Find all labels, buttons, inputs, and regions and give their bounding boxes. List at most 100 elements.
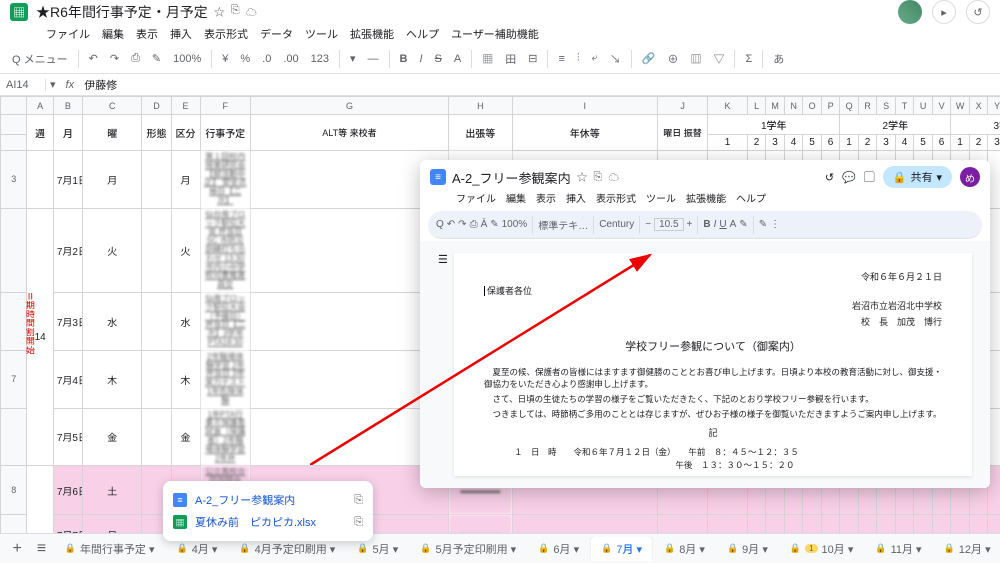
copy-icon[interactable]: ⎘ (354, 494, 363, 507)
sheet-tab[interactable]: 🔒6月 ▾ (528, 537, 589, 561)
col-header[interactable]: O (803, 97, 822, 115)
pen-icon[interactable]: ✎ (759, 219, 767, 230)
currency-icon[interactable]: ¥ (218, 51, 232, 67)
zoom-select[interactable]: 100% (169, 51, 205, 67)
print-icon[interactable]: ⎙ (470, 219, 478, 230)
col-header[interactable]: N (784, 97, 803, 115)
size-minus[interactable]: − (645, 219, 651, 230)
history-icon[interactable]: ↺ (966, 0, 990, 24)
name-box[interactable]: AI14 (0, 79, 46, 91)
col-header[interactable]: A (27, 97, 53, 115)
highlight-icon[interactable]: ✎ (739, 219, 747, 230)
col-header[interactable]: H (449, 97, 512, 115)
menu-view[interactable]: 表示 (136, 26, 158, 42)
col-header[interactable]: E (171, 97, 200, 115)
sheet-tab[interactable]: 🔒7月 ▾ (591, 537, 652, 561)
print-icon[interactable]: ⎙ (127, 50, 144, 67)
bold-icon[interactable]: B (703, 219, 710, 230)
col-header[interactable]: P (821, 97, 840, 115)
cloud-icon[interactable]: ☁ (246, 4, 257, 20)
star-icon[interactable]: ☆ (576, 169, 587, 185)
font-select[interactable]: Century (599, 219, 634, 230)
hovercard-file-1[interactable]: ≡ A-2_フリー参観案内 ⎘ (173, 489, 363, 511)
comment-icon[interactable]: 💬 (842, 171, 856, 184)
menu-extensions[interactable]: 拡張機能 (686, 190, 726, 205)
menu-data[interactable]: データ (260, 26, 293, 42)
menu-edit[interactable]: 編集 (506, 190, 526, 205)
col-header[interactable]: U (914, 97, 933, 115)
col-header[interactable]: G (250, 97, 448, 115)
col-header[interactable]: Q (840, 97, 859, 115)
size-input[interactable]: 10.5 (654, 218, 683, 231)
paint-icon[interactable]: ✎ (490, 219, 498, 230)
bold-icon[interactable]: B (396, 51, 412, 67)
menu-tools[interactable]: ツール (646, 190, 676, 205)
col-header[interactable]: W (951, 97, 970, 115)
cloud-icon[interactable]: ☁ (608, 169, 619, 185)
link-icon[interactable]: 🔗 (638, 50, 660, 67)
redo-icon[interactable]: ↷ (458, 219, 466, 230)
fill-icon[interactable]: ▦ (478, 49, 497, 69)
move-icon[interactable]: ⎘ (231, 4, 240, 20)
search-icon[interactable]: Q (436, 219, 444, 230)
redo-icon[interactable]: ↷ (106, 50, 123, 67)
spell-icon[interactable]: Ᾱ (481, 219, 488, 230)
star-icon[interactable]: ☆ (214, 4, 225, 20)
col-header[interactable]: I (512, 97, 657, 115)
align-icon[interactable]: ≡ (554, 51, 568, 67)
menu-insert[interactable]: 挿入 (566, 190, 586, 205)
strike-icon[interactable]: S (431, 51, 446, 67)
menu-help[interactable]: ヘルプ (406, 26, 439, 42)
menu-edit[interactable]: 編集 (102, 26, 124, 42)
menu-file[interactable]: ファイル (456, 190, 496, 205)
sheets-logo-icon[interactable]: ▦ (10, 3, 28, 21)
size-select[interactable]: — (364, 51, 383, 67)
sheet-tab[interactable]: 🔒9月 ▾ (717, 537, 778, 561)
outline-icon[interactable]: ☰ (438, 253, 454, 476)
valign-icon[interactable]: ⫶ (573, 50, 584, 67)
col-header[interactable]: M (766, 97, 785, 115)
col-header[interactable]: B (53, 97, 82, 115)
percent-icon[interactable]: % (236, 51, 254, 67)
sheet-tab[interactable]: 🔒12月 ▾ (934, 537, 994, 561)
size-plus[interactable]: + (687, 219, 693, 230)
move-icon[interactable]: ⎘ (593, 171, 602, 184)
comment-icon[interactable]: ⊕ (663, 49, 682, 69)
sigma-icon[interactable]: Σ (741, 51, 756, 67)
col-header[interactable]: J (657, 97, 707, 115)
share-button[interactable]: 🔒 共有 ▾ (883, 166, 952, 188)
col-header[interactable]: S (877, 97, 896, 115)
menu-tools[interactable]: ツール (305, 26, 338, 42)
menu-view[interactable]: 表示 (536, 190, 556, 205)
textcolor-icon[interactable]: A (450, 51, 465, 67)
menu-extensions[interactable]: 拡張機能 (350, 26, 394, 42)
add-sheet-button[interactable]: + (6, 540, 28, 558)
meet-icon[interactable]: ▢ (864, 169, 875, 185)
col-header[interactable]: X (969, 97, 988, 115)
sheet-tab[interactable]: 🔒110月 ▾ (780, 537, 864, 561)
color-icon[interactable]: A (730, 219, 737, 230)
more-icon[interactable]: ⋮ (770, 219, 780, 230)
menu-help[interactable]: ヘルプ (736, 190, 766, 205)
col-header[interactable]: R (858, 97, 877, 115)
present-icon[interactable]: ▸ (932, 0, 956, 24)
col-header[interactable]: V (932, 97, 951, 115)
merge-icon[interactable]: ⊟ (524, 50, 541, 67)
col-header[interactable]: C (82, 97, 141, 115)
filter-icon[interactable]: ▽ (709, 49, 728, 69)
sheet-tab[interactable]: 🔒年間行事予定 ▾ (55, 537, 165, 561)
sheet-tab[interactable]: 🔒8月 ▾ (654, 537, 715, 561)
col-header[interactable]: F (200, 97, 250, 115)
col-header[interactable]: D (142, 97, 171, 115)
copy-icon[interactable]: ⎘ (354, 516, 363, 529)
col-header[interactable]: L (747, 97, 766, 115)
rotate-icon[interactable]: ↘ (606, 49, 625, 69)
paint-icon[interactable]: ✎ (148, 50, 165, 67)
menu-format[interactable]: 表示形式 (204, 26, 248, 42)
menu-insert[interactable]: 挿入 (170, 26, 192, 42)
docs-avatar[interactable]: め (960, 167, 980, 187)
undo-icon[interactable]: ↶ (85, 50, 102, 67)
sheet-tab[interactable]: 🔒11月 ▾ (865, 537, 931, 561)
all-sheets-button[interactable]: ≡ (30, 540, 52, 558)
menu-accessibility[interactable]: ユーザー補助機能 (451, 26, 539, 42)
